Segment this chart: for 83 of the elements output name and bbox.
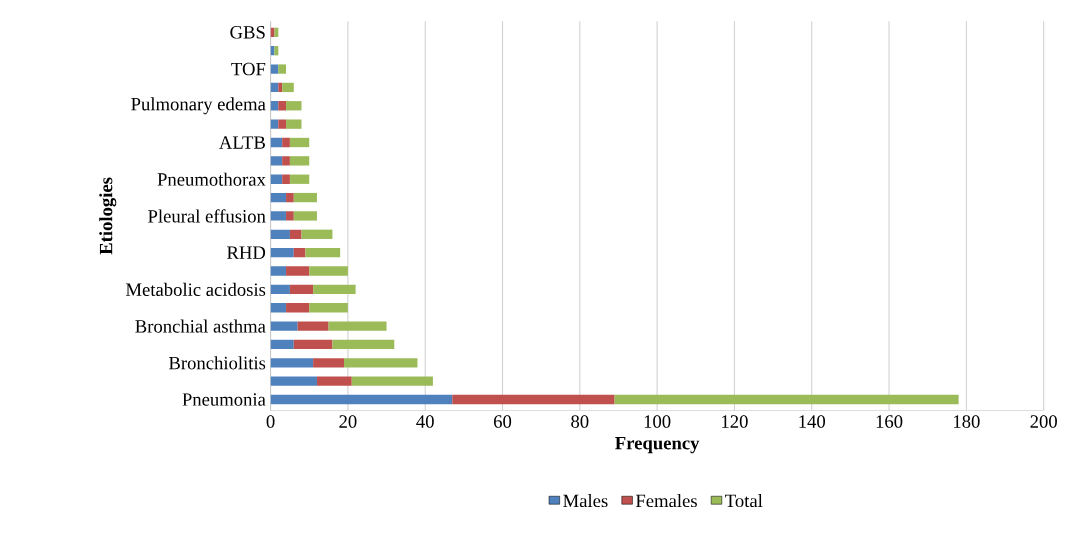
bar bbox=[278, 119, 287, 129]
x-tick-label: 60 bbox=[493, 415, 512, 428]
bar bbox=[270, 394, 453, 405]
bar bbox=[286, 302, 310, 313]
y-tick-label: Bronchiolitis bbox=[168, 356, 266, 370]
bar bbox=[351, 376, 433, 386]
y-tick-label: GBS bbox=[230, 26, 265, 39]
bar bbox=[278, 101, 287, 111]
bar bbox=[297, 321, 329, 331]
bar bbox=[274, 27, 279, 37]
bar bbox=[282, 137, 290, 148]
bar bbox=[289, 156, 310, 166]
y-tick-label: ALTB bbox=[219, 136, 265, 149]
bar bbox=[286, 119, 302, 129]
bar bbox=[270, 192, 287, 203]
bar bbox=[270, 284, 290, 294]
bar bbox=[452, 394, 615, 405]
legend-label: Total bbox=[725, 493, 763, 508]
x-axis-title: Frequency bbox=[615, 436, 700, 454]
bar bbox=[270, 339, 294, 350]
x-tick-label: 80 bbox=[571, 415, 589, 428]
bar bbox=[286, 266, 310, 276]
y-tick-label: RHD bbox=[227, 246, 266, 259]
y-tick-label: TOF bbox=[231, 62, 266, 76]
bar bbox=[270, 266, 287, 276]
bar bbox=[316, 376, 352, 386]
x-tick-label: 20 bbox=[339, 415, 357, 428]
bar bbox=[286, 211, 294, 221]
x-tick-label: 100 bbox=[644, 415, 671, 428]
y-axis-title: Etiologies bbox=[99, 177, 117, 255]
bar bbox=[293, 211, 317, 221]
bar bbox=[332, 339, 395, 350]
x-tick-label: 180 bbox=[954, 415, 980, 428]
bar bbox=[278, 64, 287, 74]
bar bbox=[286, 101, 302, 111]
legend-label: Males bbox=[563, 493, 608, 508]
bar bbox=[270, 302, 287, 313]
bar bbox=[289, 229, 302, 239]
bar bbox=[270, 321, 298, 331]
x-tick-label: 40 bbox=[416, 415, 434, 428]
bar bbox=[614, 394, 959, 405]
y-tick-label: Pneumothorax bbox=[157, 172, 266, 186]
bar bbox=[270, 358, 314, 368]
bar bbox=[293, 192, 317, 203]
bar bbox=[309, 302, 348, 313]
bar bbox=[289, 284, 314, 294]
bar bbox=[270, 211, 287, 221]
bar bbox=[270, 174, 283, 184]
bar bbox=[313, 284, 356, 294]
bar bbox=[305, 247, 341, 258]
x-tick-label: 140 bbox=[799, 415, 826, 428]
bar bbox=[282, 174, 290, 184]
bar bbox=[270, 229, 290, 239]
bar bbox=[313, 358, 345, 368]
bar bbox=[328, 321, 387, 331]
bar bbox=[289, 174, 310, 184]
bar bbox=[301, 229, 333, 239]
y-tick-label: Metabolic acidosis bbox=[125, 282, 266, 296]
bar bbox=[270, 376, 317, 386]
y-tick-label: Bronchial asthma bbox=[135, 319, 266, 333]
bar bbox=[270, 247, 294, 258]
bar bbox=[293, 339, 333, 350]
bar bbox=[270, 137, 283, 148]
y-tick-label: Pulmonary edema bbox=[131, 97, 266, 115]
y-tick-label: Pleural effusion bbox=[148, 209, 266, 223]
legend-label: Females bbox=[635, 493, 697, 508]
bar bbox=[286, 192, 294, 203]
bar bbox=[344, 358, 418, 368]
x-tick-label: 200 bbox=[1030, 415, 1057, 428]
bar bbox=[270, 119, 279, 129]
x-tick-label: 120 bbox=[722, 415, 748, 428]
bar bbox=[293, 247, 306, 258]
bar bbox=[309, 266, 348, 276]
bar bbox=[278, 82, 283, 93]
x-tick-label: 0 bbox=[266, 415, 275, 428]
x-tick-label: 160 bbox=[876, 415, 903, 428]
bar bbox=[270, 64, 279, 74]
bar bbox=[282, 156, 290, 166]
bar bbox=[282, 82, 294, 93]
bar bbox=[274, 45, 279, 56]
bar bbox=[270, 156, 283, 166]
y-tick-label: Pneumonia bbox=[182, 393, 266, 406]
bar bbox=[289, 137, 310, 148]
